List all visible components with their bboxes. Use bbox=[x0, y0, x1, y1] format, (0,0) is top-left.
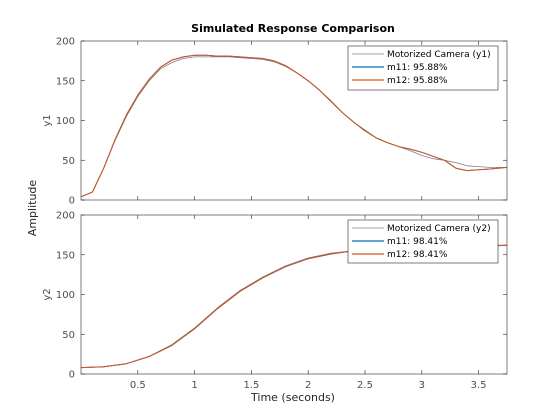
legend-entry-label: m11: 95.88% bbox=[387, 63, 448, 73]
y-tick-label: 0 bbox=[69, 196, 75, 207]
legend-entry-label: Motorized Camera (y1) bbox=[387, 50, 491, 60]
legend: Motorized Camera (y2) m11: 98.41% m12: 98.… bbox=[347, 219, 499, 264]
y-tick-label: 100 bbox=[56, 290, 75, 301]
chart-title: Simulated Response Comparison bbox=[191, 22, 395, 35]
x-tick-label: 3.5 bbox=[471, 380, 487, 391]
legend-box bbox=[347, 45, 499, 91]
x-tick-label: 0.5 bbox=[130, 380, 146, 391]
legend: Motorized Camera (y1) m11: 95.88% m12: 95.… bbox=[347, 45, 499, 91]
y-tick-label: 200 bbox=[56, 37, 75, 48]
legend-entry-label: m12: 98.41% bbox=[387, 250, 448, 260]
x-tick-label: 1 bbox=[191, 380, 197, 391]
legend-entry-label: m11: 98.41% bbox=[387, 237, 448, 247]
y-tick-label: 200 bbox=[56, 211, 75, 222]
x-tick-label: 1.5 bbox=[243, 380, 259, 391]
y-tick-label: 150 bbox=[56, 250, 75, 261]
subplot-y-label: y1 bbox=[42, 114, 53, 126]
x-tick-label: 2 bbox=[305, 380, 311, 391]
subplot-2: 0 50 100 150 200 0.5 1 1.5 2 2.5 3 3.5 y2 Motorized C… bbox=[42, 211, 508, 391]
subplot-1: 0 50 100 150 200 y1 Motorized Camera (y1) m11: … bbox=[42, 37, 508, 207]
y-axis-label: Amplitude bbox=[26, 180, 39, 237]
legend-entry-label: m12: 95.88% bbox=[387, 76, 448, 86]
y-tick-label: 150 bbox=[56, 76, 75, 87]
legend-entry-label: Motorized Camera (y2) bbox=[387, 224, 491, 234]
x-axis-label: Time (seconds) bbox=[250, 391, 335, 404]
y-tick-label: 50 bbox=[62, 330, 75, 341]
series-line-m12 bbox=[81, 54, 507, 198]
series-group bbox=[81, 54, 507, 198]
y-tick-label: 0 bbox=[69, 370, 75, 381]
x-tick-label: 2.5 bbox=[357, 380, 373, 391]
y-tick-label: 100 bbox=[56, 116, 75, 127]
x-tick-label: 3 bbox=[419, 380, 425, 391]
y-tick-label: 50 bbox=[62, 156, 75, 167]
subplot-y-label: y2 bbox=[42, 288, 53, 300]
